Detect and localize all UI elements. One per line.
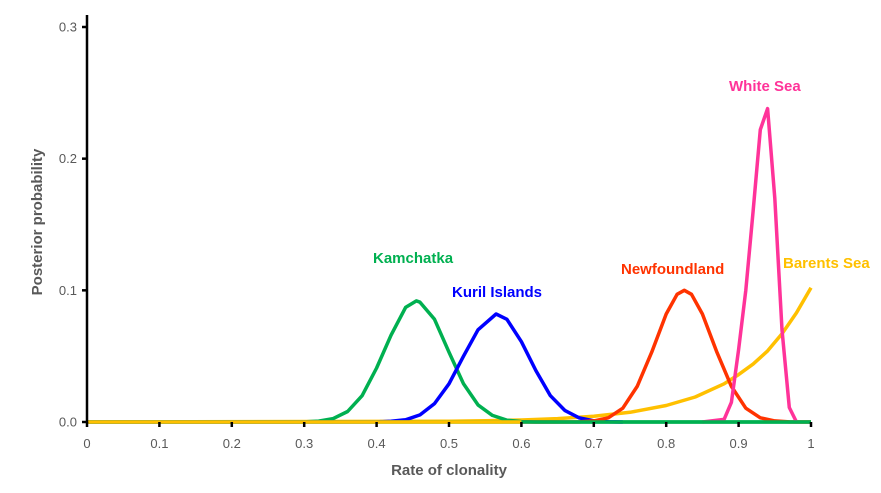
x-tick-label: 0.4 [368, 436, 386, 451]
series-label-kuril-islands: Kuril Islands [452, 284, 542, 301]
x-tick-label: 1 [807, 436, 814, 451]
x-tick-label: 0.6 [512, 436, 530, 451]
series-label-white-sea: White Sea [729, 78, 801, 95]
x-tick-label: 0.3 [295, 436, 313, 451]
ticks-layer: 0 0.1 0.2 0.3 0.4 0.5 0.6 0.7 0.8 0.9 1 0.0 0.1 0.2 0.… [59, 20, 815, 452]
x-tick-label: 0.5 [440, 436, 458, 451]
y-tick-label: 0.2 [59, 151, 77, 166]
y-tick-label: 0.0 [59, 415, 77, 430]
series-line-newfoundland [521, 288, 812, 424]
y-axis-title: Posterior probability [29, 148, 46, 295]
y-tick-label: 0.1 [59, 283, 77, 298]
y-tick-label: 0.3 [59, 20, 77, 35]
x-tick-label: 0.2 [223, 436, 241, 451]
x-axis-title: Rate of clonality [391, 462, 508, 479]
series-label-newfoundland: Newfoundland [621, 261, 724, 278]
x-tick-label: 0.8 [657, 436, 675, 451]
series-label-kamchatka: Kamchatka [373, 250, 454, 267]
x-tick-label: 0.9 [730, 436, 748, 451]
series-labels: Barents Sea Kamchatka Kuril Islands Newfoun… [373, 78, 870, 301]
series-line-kuril-islands [86, 312, 623, 424]
x-tick-label: 0.7 [585, 436, 603, 451]
x-tick-label: 0 [83, 436, 90, 451]
series-label-barents-sea: Barents Sea [783, 255, 870, 272]
series-line-white-sea [702, 106, 799, 424]
x-tick-label: 0.1 [150, 436, 168, 451]
series-line-kamchatka [86, 299, 811, 424]
